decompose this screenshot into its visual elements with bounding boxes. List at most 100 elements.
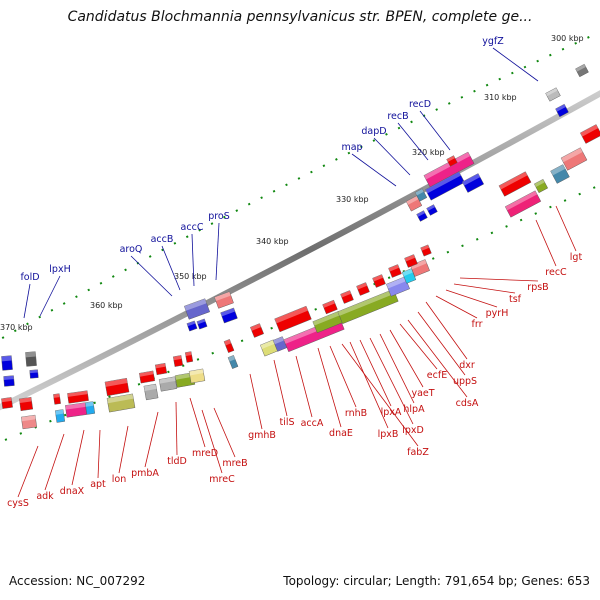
gene-block[interactable] [405,195,423,212]
gene-label-frr[interactable]: frr [472,319,483,330]
gene-block[interactable] [555,103,569,118]
gene-block[interactable] [186,320,198,332]
gene-block[interactable] [446,155,458,167]
gene-block[interactable] [260,339,278,357]
gene-block[interactable] [184,351,194,363]
gene-label-mreD[interactable]: mreD [192,448,218,459]
gene-label-hlpA[interactable]: hlpA [403,404,425,415]
gene-block[interactable] [67,390,89,404]
gene-block[interactable] [504,190,542,218]
gene-label-lgt[interactable]: lgt [570,252,583,263]
gene-label-dnaE[interactable]: dnaE [329,428,353,439]
gene-label-recD[interactable]: recD [409,99,431,110]
gene-block[interactable] [227,355,239,369]
gene-label-fabZ[interactable]: fabZ [407,447,429,458]
gene-label-apt[interactable]: apt [90,479,106,490]
gene-label-map[interactable]: map [341,142,362,153]
gene-block[interactable] [223,339,235,353]
gene-block[interactable] [550,164,570,184]
gene-label-accC[interactable]: accC [181,222,204,233]
gene-block[interactable] [143,383,159,401]
gene-label-dxr[interactable]: dxr [459,360,475,371]
gene-block[interactable] [560,147,588,171]
gene-label-rnhB[interactable]: rnhB [345,408,367,419]
gene-label-lpxB[interactable]: lpxB [378,429,399,440]
gene-block[interactable] [337,288,399,325]
gene-label-aroQ[interactable]: aroQ [120,244,143,255]
gene-block[interactable] [312,310,344,334]
gene-label-ygfZ[interactable]: ygfZ [482,36,504,47]
gene-label-gmhB[interactable]: gmhB [248,430,276,441]
gene-label-proS[interactable]: proS [208,211,230,222]
gene-block[interactable] [196,318,208,330]
gene-block[interactable] [158,376,178,392]
gene-block[interactable] [461,173,485,193]
gene-label-lpxH[interactable]: lpxH [49,264,70,275]
gene-block[interactable] [1,397,13,409]
gene-label-tilS[interactable]: tilS [279,417,294,428]
gene-label-lpxA[interactable]: lpxA [381,407,402,418]
gene-label-pmbA[interactable]: pmbA [131,468,159,479]
gene-label-adk[interactable]: adk [36,491,54,502]
gene-label-mreB[interactable]: mreB [222,458,247,469]
gene-label-tldD[interactable]: tldD [167,456,187,467]
gene-block[interactable] [54,409,66,423]
gene-block[interactable] [322,299,338,315]
gene-block[interactable] [250,323,264,338]
gene-block[interactable] [21,414,37,430]
gene-label-dapD[interactable]: dapD [361,126,386,137]
gene-block[interactable] [340,290,354,304]
gene-label-uppS[interactable]: uppS [453,376,477,387]
gene-label-cysS[interactable]: cysS [7,498,29,509]
gene-block[interactable] [18,396,34,412]
gene-block[interactable] [356,282,370,296]
gene-label-recC[interactable]: recC [545,267,567,278]
gene-label-ecfE[interactable]: ecfE [427,370,447,381]
gene-label-dnaX[interactable]: dnaX [60,486,85,497]
gene-block[interactable] [274,305,312,333]
gene-label-folD[interactable]: folD [20,272,39,283]
gene-block[interactable] [388,264,402,278]
gene-block[interactable] [425,171,465,201]
gene-block[interactable] [1,355,13,371]
gene-block[interactable] [426,204,438,216]
gene-block[interactable] [172,355,184,367]
gene-block[interactable] [545,87,561,102]
gene-block[interactable] [84,401,96,415]
gene-block[interactable] [498,171,532,197]
gene-block[interactable] [3,375,15,387]
gene-block[interactable] [65,402,87,418]
gene-label-accA[interactable]: accA [301,418,324,429]
gene-label-accB[interactable]: accB [151,234,174,245]
gene-block[interactable] [372,274,386,288]
gene-block[interactable] [575,63,589,78]
gene-block[interactable] [154,362,168,376]
gene-label-lon[interactable]: lon [112,474,126,485]
gene-block[interactable] [188,368,206,384]
gene-block[interactable] [184,298,210,320]
gene-block[interactable] [104,377,130,397]
gene-label-pyrH[interactable]: pyrH [486,308,509,319]
gene-block[interactable] [414,188,428,202]
gene-block[interactable] [139,370,155,384]
gene-block[interactable] [404,254,418,268]
gene-block[interactable] [579,124,600,144]
gene-block[interactable] [106,393,136,413]
gene-label-mreC[interactable]: mreC [209,474,235,485]
gene-block[interactable] [214,291,234,309]
gene-label-cdsA[interactable]: cdsA [456,398,479,409]
gene-label-tsf[interactable]: tsf [509,294,522,305]
gene-label-lpxD[interactable]: lpxD [402,425,424,436]
gene-block[interactable] [25,351,37,367]
gene-block[interactable] [401,268,417,284]
gene-block[interactable] [420,244,432,257]
gene-block[interactable] [272,336,288,352]
gene-block[interactable] [220,307,238,324]
gene-label-yaeT[interactable]: yaeT [411,388,434,399]
gene-block[interactable] [416,210,428,222]
gene-label-rpsB[interactable]: rpsB [527,282,548,293]
gene-block[interactable] [53,393,61,405]
gene-label-recB[interactable]: recB [387,111,408,122]
gene-block[interactable] [533,178,549,194]
